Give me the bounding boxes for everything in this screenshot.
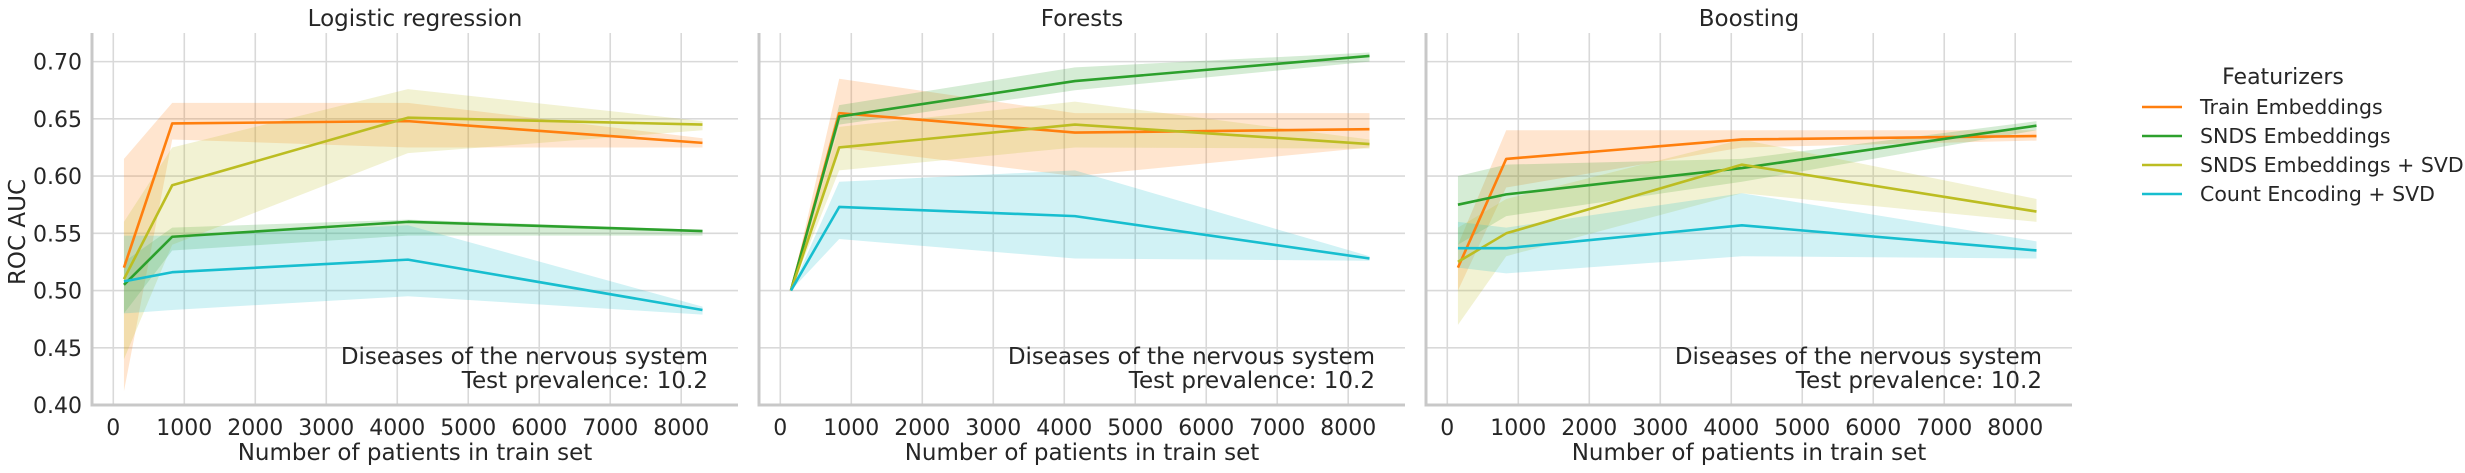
series-line-count-encoding-svd (123, 258, 703, 312)
x-tick-label: 4000 (1703, 416, 1759, 441)
series-line-snds-embeddings (1457, 124, 2037, 206)
x-tick-label: 2000 (227, 416, 283, 441)
panel-annotation-line: Diseases of the nervous system (341, 344, 708, 370)
confidence-band-train-embeddings (1457, 130, 2037, 291)
y-tick-label: 0.50 (33, 280, 82, 305)
panel-annotation-line: Test prevalence: 10.2 (1128, 368, 1375, 394)
panel-forests: 0 1000 2000 3000 4000 5000 6000 7000 8000 Forests… (757, 6, 1405, 466)
x-tick-label: 6000 (1845, 416, 1901, 441)
confidence-band-snds-embeddings-svd (1457, 139, 2037, 325)
x-tick-label: 1000 (1490, 416, 1546, 441)
confidence-band-count-encoding-svd (790, 170, 1370, 291)
panel-title: Forests (1041, 6, 1124, 32)
x-tick-label: 0 (1440, 416, 1454, 441)
panel-title: Logistic regression (308, 6, 523, 32)
x-tick-label: 1000 (156, 416, 212, 441)
series-line-snds-embeddings-svd (789, 123, 1370, 291)
series-line-train-embeddings (1456, 134, 2037, 269)
confidence-band-snds-embeddings (1457, 121, 2037, 245)
x-tick-label: 2000 (1561, 416, 1617, 441)
y-tick-label: 0.60 (33, 165, 82, 190)
panel-annotation-line: Test prevalence: 10.2 (1795, 368, 2042, 394)
x-tick-label: 6000 (1178, 416, 1234, 441)
legend-item-snds-embeddings-svd: SNDS Embeddings + SVD (2142, 153, 2464, 177)
y-tick-label: 0.45 (33, 337, 82, 362)
confidence-band-count-encoding-svd (123, 225, 703, 315)
confidence-band-snds-embeddings (123, 219, 703, 314)
y-tick-label: 0.65 (33, 108, 82, 133)
series-line-count-encoding-svd (789, 205, 1370, 292)
series-line-count-encoding-svd (1457, 223, 2037, 252)
series-line-train-embeddings (122, 119, 703, 269)
series-line-snds-embeddings (789, 54, 1370, 291)
x-tick-label: 3000 (1632, 416, 1688, 441)
confidence-band-count-encoding-svd (1457, 193, 2037, 274)
panel-boosting: 0 1000 2000 3000 4000 5000 6000 7000 8000 Boostin… (1424, 6, 2072, 466)
series-line-snds-embeddings-svd (122, 116, 703, 280)
panel-annotation-line: Diseases of the nervous system (1008, 344, 1375, 370)
x-tick-label: 7000 (1916, 416, 1972, 441)
legend: Featurizers Train Embeddings SNDS Embeddi… (2142, 65, 2464, 206)
x-axis-title: Number of patients in train set (1572, 440, 1927, 466)
x-tick-label: 0 (106, 416, 120, 441)
legend-label: SNDS Embeddings (2200, 124, 2391, 148)
x-tick-label: 5000 (1107, 416, 1163, 441)
panel-annotation-line: Diseases of the nervous system (1675, 344, 2042, 370)
x-axis-title: Number of patients in train set (905, 440, 1260, 466)
legend-label: SNDS Embeddings + SVD (2200, 153, 2464, 177)
axis-spine (1424, 33, 2072, 407)
legend-title: Featurizers (2222, 65, 2344, 90)
legend-label: Train Embeddings (2199, 95, 2383, 119)
x-tick-label: 4000 (369, 416, 425, 441)
panels-layer: 0 1000 2000 3000 4000 5000 6000 7000 8000 0.40 0.4… (33, 6, 2072, 466)
confidence-band-train-embeddings (123, 102, 703, 392)
x-tick-label: 8000 (653, 416, 709, 441)
legend-label: Count Encoding + SVD (2200, 182, 2435, 206)
legend-items: Train Embeddings SNDS Embeddings SNDS Embe… (2142, 95, 2464, 206)
x-tick-label: 7000 (1249, 416, 1305, 441)
x-axis-title: Number of patients in train set (238, 440, 593, 466)
panel-annotation-line: Test prevalence: 10.2 (461, 368, 708, 394)
y-tick-label: 0.55 (33, 222, 82, 247)
x-tick-label: 2000 (894, 416, 950, 441)
legend-item-snds-embeddings: SNDS Embeddings (2142, 124, 2391, 148)
legend-item-train-embeddings: Train Embeddings (2142, 95, 2383, 119)
confidence-band-snds-embeddings-svd (790, 101, 1370, 291)
x-tick-label: 3000 (298, 416, 354, 441)
legend-item-count-encoding-svd: Count Encoding + SVD (2142, 182, 2435, 206)
x-tick-label: 8000 (1987, 416, 2043, 441)
axis-spine (90, 33, 738, 407)
x-tick-label: 4000 (1036, 416, 1092, 441)
y-axis-title: ROC AUC (5, 179, 31, 285)
x-tick-label: 3000 (965, 416, 1021, 441)
y-tick-label: 0.70 (33, 51, 82, 76)
x-tick-label: 5000 (1774, 416, 1830, 441)
x-tick-label: 1000 (823, 416, 879, 441)
y-tick-label: 0.40 (33, 394, 82, 419)
x-tick-label: 7000 (582, 416, 638, 441)
x-tick-label: 8000 (1320, 416, 1376, 441)
x-tick-label: 0 (773, 416, 787, 441)
series-line-snds-embeddings (123, 220, 703, 286)
axis-spine (757, 33, 1405, 407)
x-tick-label: 6000 (511, 416, 567, 441)
panel-logistic-regression: 0 1000 2000 3000 4000 5000 6000 7000 8000 0.40 0.4… (33, 6, 738, 466)
panel-title: Boosting (1699, 6, 1800, 32)
x-tick-label: 5000 (440, 416, 496, 441)
